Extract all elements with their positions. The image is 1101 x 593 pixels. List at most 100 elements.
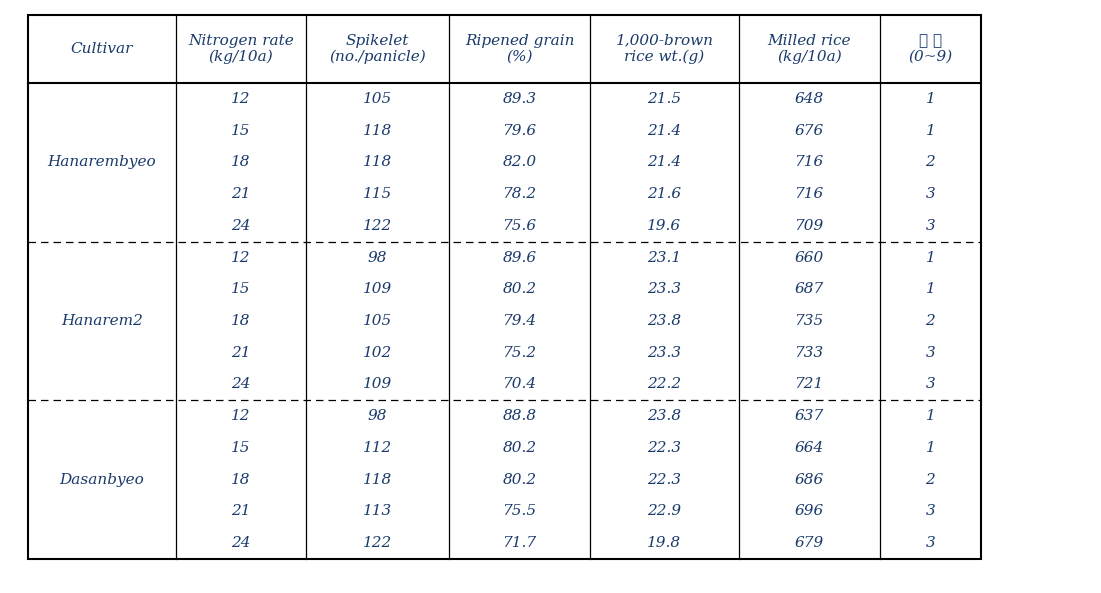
Text: 1: 1 xyxy=(926,409,935,423)
Text: Cultivar: Cultivar xyxy=(70,42,133,56)
Text: 21.6: 21.6 xyxy=(647,187,682,201)
Text: 660: 660 xyxy=(795,250,824,264)
Text: 735: 735 xyxy=(795,314,824,328)
Text: 21.4: 21.4 xyxy=(647,123,682,138)
Text: 23.3: 23.3 xyxy=(647,346,682,360)
Text: 21: 21 xyxy=(231,504,251,518)
Text: 22.3: 22.3 xyxy=(647,473,682,487)
Text: 102: 102 xyxy=(363,346,392,360)
Text: 89.6: 89.6 xyxy=(503,250,536,264)
Text: 98: 98 xyxy=(368,409,388,423)
Text: Ripened grain
(%): Ripened grain (%) xyxy=(465,34,575,64)
Text: 679: 679 xyxy=(795,536,824,550)
Text: 23.8: 23.8 xyxy=(647,314,682,328)
Text: 22.3: 22.3 xyxy=(647,441,682,455)
Text: 88.8: 88.8 xyxy=(503,409,536,423)
Text: 23.8: 23.8 xyxy=(647,409,682,423)
Text: 1: 1 xyxy=(926,282,935,296)
Text: 696: 696 xyxy=(795,504,824,518)
Text: Milled rice
(kg/10a): Milled rice (kg/10a) xyxy=(767,34,851,64)
Text: 23.1: 23.1 xyxy=(647,250,682,264)
Text: 118: 118 xyxy=(363,123,392,138)
Text: 18: 18 xyxy=(231,473,251,487)
Text: 12: 12 xyxy=(231,250,251,264)
Text: 3: 3 xyxy=(926,219,935,233)
Text: 709: 709 xyxy=(795,219,824,233)
Text: 78.2: 78.2 xyxy=(503,187,536,201)
Text: 22.2: 22.2 xyxy=(647,377,682,391)
Text: 637: 637 xyxy=(795,409,824,423)
Text: 15: 15 xyxy=(231,441,251,455)
Text: 80.2: 80.2 xyxy=(503,441,536,455)
Text: 109: 109 xyxy=(363,282,392,296)
Text: Dasanbyeo: Dasanbyeo xyxy=(59,473,144,487)
Text: 21.5: 21.5 xyxy=(647,92,682,106)
Text: 79.4: 79.4 xyxy=(503,314,536,328)
Text: 1: 1 xyxy=(926,92,935,106)
Text: Nitrogen rate
(kg/10a): Nitrogen rate (kg/10a) xyxy=(188,34,294,64)
Text: 12: 12 xyxy=(231,92,251,106)
Text: 3: 3 xyxy=(926,504,935,518)
Text: 1: 1 xyxy=(926,250,935,264)
Text: 75.5: 75.5 xyxy=(503,504,536,518)
Text: 687: 687 xyxy=(795,282,824,296)
Text: 118: 118 xyxy=(363,155,392,170)
Text: 686: 686 xyxy=(795,473,824,487)
Text: 15: 15 xyxy=(231,123,251,138)
Text: 648: 648 xyxy=(795,92,824,106)
Text: 15: 15 xyxy=(231,282,251,296)
Text: 122: 122 xyxy=(363,219,392,233)
Text: 75.2: 75.2 xyxy=(503,346,536,360)
Text: 21: 21 xyxy=(231,187,251,201)
Text: 122: 122 xyxy=(363,536,392,550)
Text: 19.8: 19.8 xyxy=(647,536,682,550)
Text: 21: 21 xyxy=(231,346,251,360)
Text: 21.4: 21.4 xyxy=(647,155,682,170)
Text: 1,000-brown
rice wt.(g): 1,000-brown rice wt.(g) xyxy=(615,34,713,64)
Text: 716: 716 xyxy=(795,155,824,170)
Text: 1: 1 xyxy=(926,441,935,455)
Text: 24: 24 xyxy=(231,377,251,391)
Text: 80.2: 80.2 xyxy=(503,473,536,487)
Text: 24: 24 xyxy=(231,219,251,233)
Text: 676: 676 xyxy=(795,123,824,138)
Text: 109: 109 xyxy=(363,377,392,391)
Text: 82.0: 82.0 xyxy=(503,155,536,170)
Text: 3: 3 xyxy=(926,536,935,550)
Text: 664: 664 xyxy=(795,441,824,455)
Text: 2: 2 xyxy=(926,155,935,170)
Text: 80.2: 80.2 xyxy=(503,282,536,296)
Text: 24: 24 xyxy=(231,536,251,550)
Text: 19.6: 19.6 xyxy=(647,219,682,233)
Text: 12: 12 xyxy=(231,409,251,423)
Text: Spikelet
(no./panicle): Spikelet (no./panicle) xyxy=(329,34,426,64)
Text: 18: 18 xyxy=(231,314,251,328)
Text: 3: 3 xyxy=(926,187,935,201)
Text: 105: 105 xyxy=(363,92,392,106)
Text: 70.4: 70.4 xyxy=(503,377,536,391)
Text: 18: 18 xyxy=(231,155,251,170)
Text: 1: 1 xyxy=(926,123,935,138)
Text: Hanarembyeo: Hanarembyeo xyxy=(47,155,156,170)
Text: 2: 2 xyxy=(926,473,935,487)
Text: 2: 2 xyxy=(926,314,935,328)
Text: 71.7: 71.7 xyxy=(503,536,536,550)
Text: 3: 3 xyxy=(926,346,935,360)
Text: Hanarem2: Hanarem2 xyxy=(61,314,143,328)
Text: 105: 105 xyxy=(363,314,392,328)
Text: 89.3: 89.3 xyxy=(503,92,536,106)
Text: 79.6: 79.6 xyxy=(503,123,536,138)
Text: 118: 118 xyxy=(363,473,392,487)
Text: 113: 113 xyxy=(363,504,392,518)
Text: 721: 721 xyxy=(795,377,824,391)
Text: 98: 98 xyxy=(368,250,388,264)
Text: 22.9: 22.9 xyxy=(647,504,682,518)
Text: 23.3: 23.3 xyxy=(647,282,682,296)
Text: 112: 112 xyxy=(363,441,392,455)
Text: 3: 3 xyxy=(926,377,935,391)
Text: 75.6: 75.6 xyxy=(503,219,536,233)
Bar xyxy=(28,15,981,559)
Text: 716: 716 xyxy=(795,187,824,201)
Text: 도 복
(0~9): 도 복 (0~9) xyxy=(908,34,952,64)
Text: 733: 733 xyxy=(795,346,824,360)
